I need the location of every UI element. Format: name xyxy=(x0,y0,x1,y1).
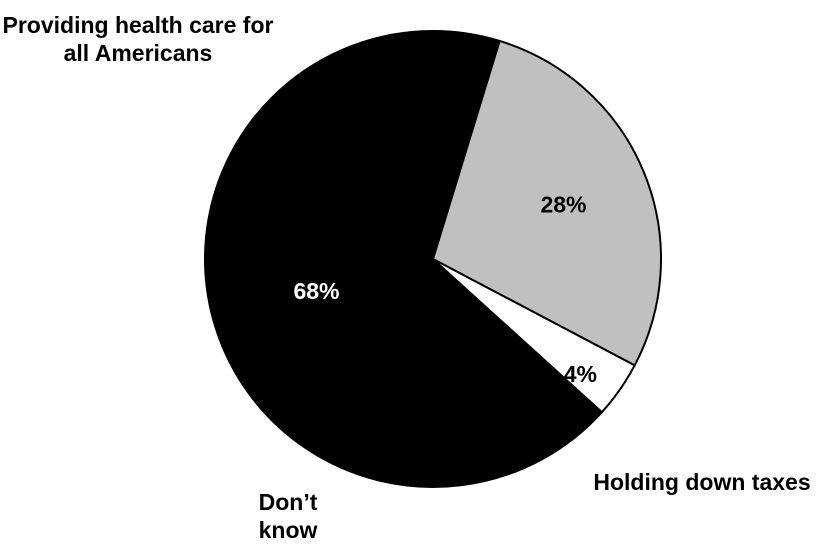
pie-slice-0 xyxy=(204,30,604,488)
slice-category-label-2: Don’t know xyxy=(259,489,318,543)
slice-category-label-0: Providing health care for all Americans xyxy=(3,12,274,66)
slice-value-label-0: 68% xyxy=(293,278,339,304)
slice-value-label-1: 28% xyxy=(540,192,586,218)
slice-value-label-2: 4% xyxy=(564,361,597,387)
pie-slice-1 xyxy=(431,39,662,367)
pie-slice-2 xyxy=(432,258,637,414)
slice-category-label-1: Holding down taxes xyxy=(593,469,810,495)
